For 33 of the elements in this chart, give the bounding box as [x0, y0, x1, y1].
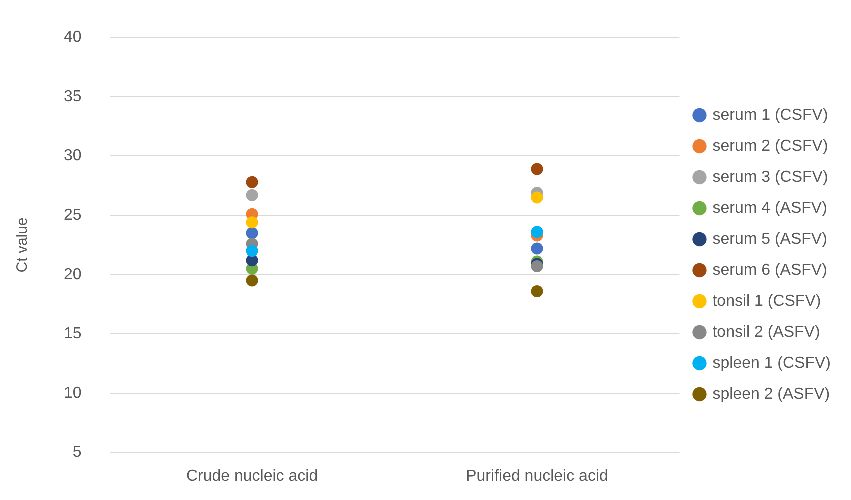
legend-label: serum 2 (CSFV) [712, 138, 828, 155]
point [531, 242, 544, 255]
point [246, 189, 258, 202]
point [531, 192, 544, 204]
legend-label: spleen 1 (CSFV) [712, 354, 831, 372]
legend-label: tonsil 1 (CSFV) [712, 292, 822, 310]
legend-label: serum 3 (CSFV) [712, 168, 828, 186]
legend-label: serum 1 (CSFV) [712, 106, 828, 124]
point [531, 260, 544, 273]
y-tick-label: 20 [64, 266, 82, 284]
y-tick-label: 10 [64, 384, 82, 402]
point [246, 274, 258, 287]
x-tick-label: Crude nucleic acid [186, 468, 318, 485]
y-axis-title: Ct value [14, 218, 32, 273]
y-tick-label: 40 [64, 29, 82, 46]
legend-label: serum 5 (ASFV) [712, 230, 828, 248]
y-tick-label: 30 [64, 148, 82, 165]
point [246, 176, 258, 188]
point [531, 285, 544, 298]
y-tick-label: 5 [72, 444, 82, 462]
legend-label: serum 6 (ASFV) [712, 262, 828, 279]
point [246, 216, 258, 229]
point [246, 227, 258, 240]
y-tick-label: 25 [64, 206, 82, 224]
x-tick-label: Purified nucleic acid [466, 468, 608, 485]
legend-label: serum 4 (ASFV) [712, 200, 828, 217]
y-tick-label: 15 [64, 326, 82, 343]
point [531, 163, 544, 176]
y-tick-label: 35 [64, 88, 82, 106]
legend-label: tonsil 2 (ASFV) [712, 324, 820, 341]
point [246, 245, 258, 258]
point [531, 226, 544, 238]
legend-label: spleen 2 (ASFV) [712, 386, 830, 403]
